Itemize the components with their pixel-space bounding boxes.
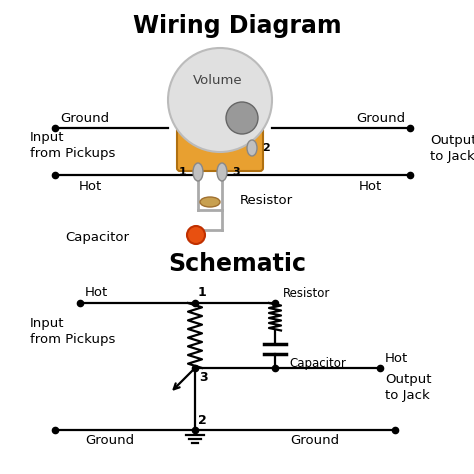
Text: Ground: Ground [291, 434, 339, 447]
Circle shape [187, 226, 205, 244]
Text: 2: 2 [262, 143, 270, 153]
Text: Ground: Ground [356, 112, 405, 125]
Text: Resistor: Resistor [283, 287, 330, 300]
Ellipse shape [247, 140, 257, 156]
Ellipse shape [193, 163, 203, 181]
Text: Capacitor: Capacitor [289, 357, 346, 370]
FancyBboxPatch shape [177, 127, 263, 171]
Text: Capacitor: Capacitor [65, 230, 129, 244]
Text: 3: 3 [232, 167, 240, 177]
Ellipse shape [200, 197, 220, 207]
Text: Output
to Jack: Output to Jack [430, 134, 474, 163]
Text: Input
from Pickups: Input from Pickups [30, 317, 115, 346]
Circle shape [168, 48, 272, 152]
Text: 1: 1 [178, 167, 186, 177]
Text: Resistor: Resistor [240, 193, 293, 207]
Text: Hot: Hot [358, 180, 382, 193]
Text: Hot: Hot [385, 352, 408, 365]
Text: 2: 2 [198, 414, 207, 427]
Text: Schematic: Schematic [168, 252, 306, 276]
Text: Ground: Ground [60, 112, 109, 125]
Text: Hot: Hot [78, 180, 101, 193]
Text: Hot: Hot [85, 286, 108, 299]
Text: 3: 3 [199, 371, 208, 384]
Circle shape [226, 102, 258, 134]
Text: Output
to Jack: Output to Jack [385, 373, 431, 402]
Text: 1: 1 [198, 286, 207, 299]
Ellipse shape [217, 163, 227, 181]
Text: Volume: Volume [193, 73, 243, 86]
Text: Input
from Pickups: Input from Pickups [30, 130, 115, 159]
Text: Wiring Diagram: Wiring Diagram [133, 14, 341, 38]
Text: Ground: Ground [85, 434, 135, 447]
